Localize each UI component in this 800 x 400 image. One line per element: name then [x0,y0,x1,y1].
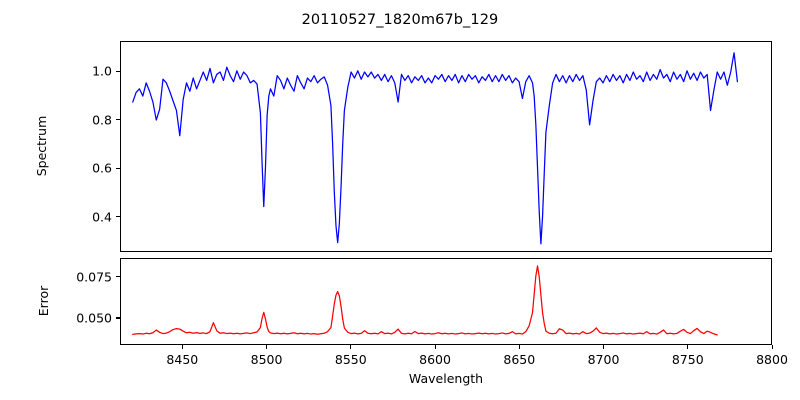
x-tick-label: 8700 [587,352,620,367]
x-tick-label: 8650 [503,352,536,367]
error-y-tick-label: 0.075 [76,269,112,285]
x-tick-label: 8600 [419,352,451,367]
spectrum-y-tick-label: 0.6 [92,160,112,176]
error-plot-area [120,258,772,345]
spectrum-y-tick-mark [116,167,120,169]
spectrum-axis-label-text: Spectrum [34,115,49,177]
x-tick-mark [687,345,689,349]
x-tick-mark [350,345,352,349]
x-tick-label: 8450 [166,352,199,367]
x-tick-mark [434,345,436,349]
x-tick-mark [603,345,605,349]
x-tick-mark [181,345,183,349]
x-tick-label: 8550 [334,352,367,367]
x-tick-mark [266,345,268,349]
spectrum-y-tick-label: 0.8 [92,112,112,128]
page-title: 20110527_1820m67b_129 [301,12,499,28]
spectrum-y-tick-mark [116,70,120,72]
x-tick-label: 8750 [671,352,704,367]
spectrum-y-tick-mark [116,119,120,121]
x-tick-label: 8500 [250,352,283,367]
x-tick-label: 8800 [756,352,788,367]
error-line-series [121,259,771,344]
spectrum-y-tick-mark [116,216,120,218]
error-axis-label-text: Error [36,285,51,317]
error-y-tick-label: 0.050 [76,310,112,326]
x-axis-label: Wavelength [408,371,484,386]
x-tick-mark [771,345,773,349]
spectrum-plot-area [120,41,772,252]
error-y-tick-mark [116,317,120,319]
error-y-tick-mark [116,276,120,278]
spectrum-y-tick-label: 0.4 [92,209,112,225]
x-tick-mark [518,345,520,349]
spectrum-y-tick-label: 1.0 [92,63,112,79]
spectrum-line-series [121,42,771,251]
